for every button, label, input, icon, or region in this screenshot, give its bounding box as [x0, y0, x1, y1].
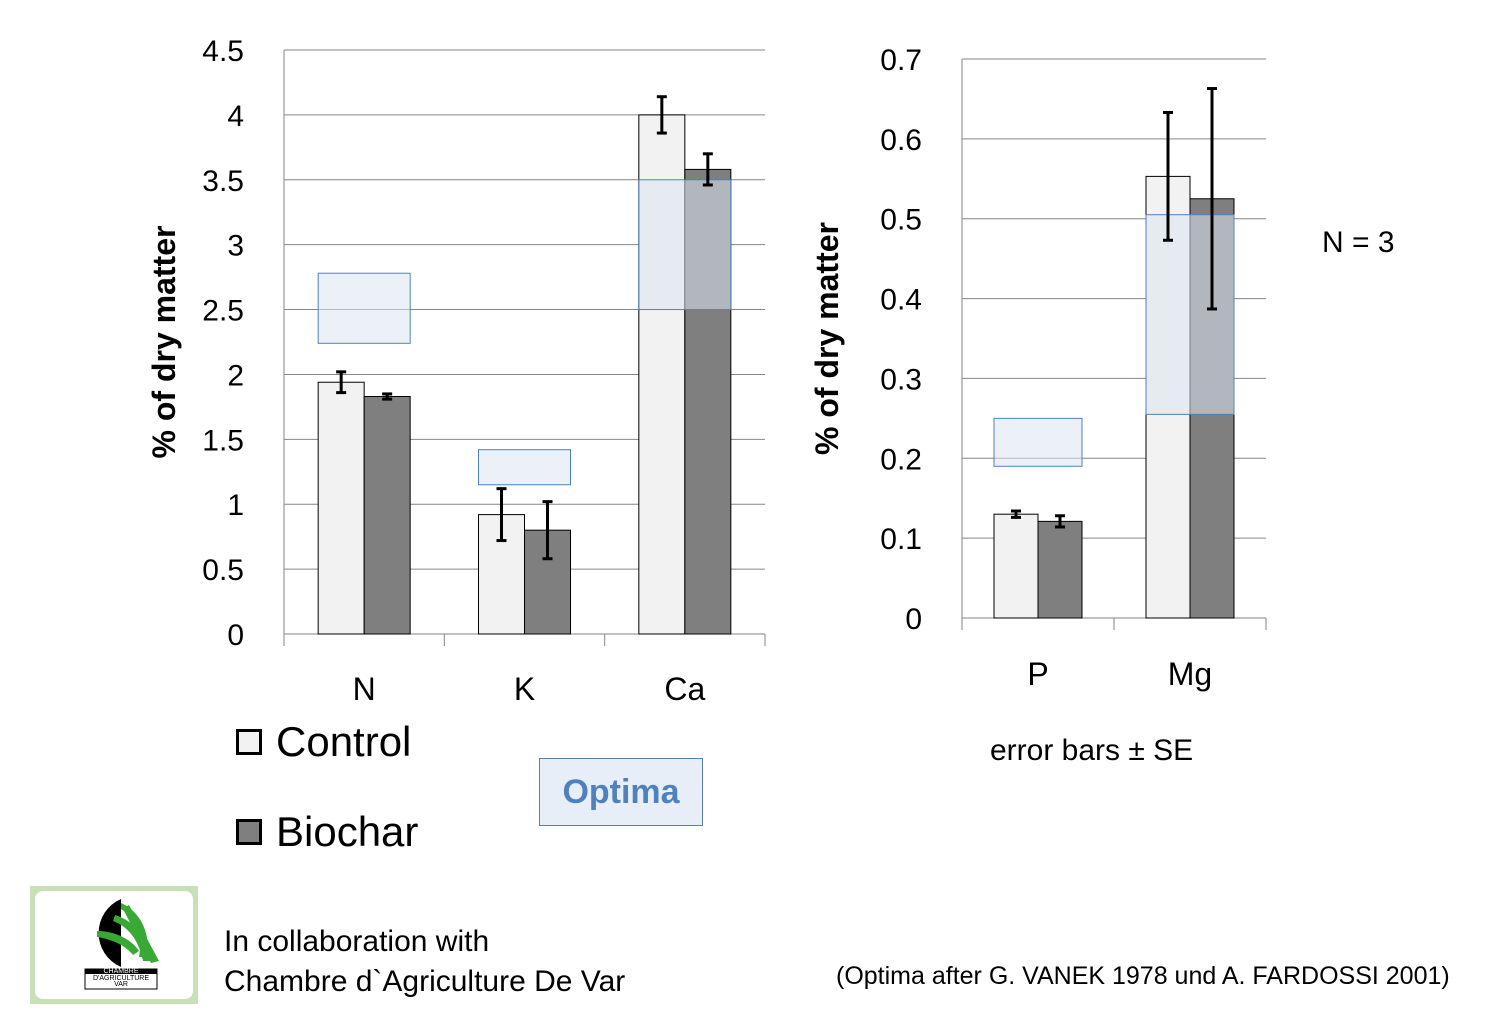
y-tick-label: 1.5 — [202, 424, 244, 457]
y-tick-label: 2 — [227, 359, 244, 392]
optima-range-p — [993, 417, 1083, 467]
logo-text: CHAMBRE D'AGRICULTURE VAR — [85, 968, 157, 989]
legend-swatch-control — [236, 729, 262, 755]
y-tick-label: 0 — [227, 619, 244, 652]
logo-text-line2: D'AGRICULTURE — [92, 974, 150, 982]
y-axis-title: % of dry matter — [146, 226, 182, 459]
legend-label-biochar: Biochar — [276, 808, 419, 855]
category-label-ca: Ca — [664, 671, 705, 707]
bar-control-p — [993, 513, 1039, 619]
logo: CHAMBRE D'AGRICULTURE VAR — [30, 886, 198, 1004]
y-tick-label: 0.5 — [202, 554, 244, 587]
logo-text-line1: CHAMBRE — [103, 968, 139, 975]
optima-range-ca — [638, 179, 732, 311]
collaboration-text: In collaboration with Chambre d`Agricult… — [224, 922, 625, 1002]
legend-item-biochar: Biochar — [236, 802, 418, 862]
category-label-mg: Mg — [1168, 656, 1212, 692]
y-tick-label: 1 — [227, 489, 244, 522]
y-tick-label: 3 — [227, 230, 244, 263]
collab-line2: Chambre d`Agriculture De Var — [224, 965, 626, 998]
y-tick-label: 0.3 — [880, 363, 922, 396]
y-axis-title: % of dry matter — [809, 222, 845, 455]
logo-panel: CHAMBRE D'AGRICULTURE VAR — [35, 891, 193, 999]
chart-right: 0 0.1 0.2 0.3 0.4 0.5 0.6 0.7 P Mg % of dry matter — [809, 44, 1267, 692]
optima-label: Optima — [562, 772, 680, 811]
y-tick-label: 3.5 — [202, 165, 244, 198]
category-label-n: N — [353, 671, 376, 707]
category-label-p: P — [1027, 656, 1048, 692]
y-tick-label: 0.2 — [880, 443, 922, 476]
optima-legend-box: Optima — [539, 758, 703, 826]
y-tick-label: 0.5 — [880, 204, 922, 237]
legend-label-control: Control — [276, 718, 412, 765]
chambre-agriculture-logo-icon — [84, 899, 159, 990]
logo-text-line3: VAR — [114, 981, 128, 988]
y-tick-label: 0.6 — [880, 124, 922, 157]
optima-reference: (Optima after G. VANEK 1978 und A. FARDO… — [836, 962, 1450, 990]
chart-left: 0 0.5 1 1.5 2 2.5 3 3.5 4 4.5 N K Ca % of dry matter — [146, 35, 766, 707]
y-tick-label: 0.7 — [880, 44, 922, 77]
optima-range-k — [478, 449, 571, 486]
optima-range-mg — [1145, 214, 1235, 415]
y-tick-label: 4 — [227, 100, 244, 133]
legend-item-control: Control — [236, 712, 418, 772]
bar-biochar-n — [363, 396, 411, 635]
sample-size-note: N = 3 — [1322, 226, 1395, 259]
category-label-k: K — [514, 671, 535, 707]
error-bars-note: error bars ± SE — [990, 734, 1194, 767]
optima-range-n — [317, 272, 411, 344]
collab-line1: In collaboration with — [224, 925, 490, 958]
y-tick-label: 0.1 — [880, 523, 922, 556]
y-tick-label: 0 — [905, 603, 922, 636]
y-tick-label: 4.5 — [202, 35, 244, 68]
y-tick-label: 0.4 — [880, 284, 922, 317]
legend-swatch-biochar — [236, 819, 262, 845]
y-tick-label: 2.5 — [202, 295, 244, 328]
bar-biochar-p — [1037, 520, 1083, 619]
bar-control-n — [317, 381, 365, 635]
legend: Control Biochar — [236, 712, 418, 892]
